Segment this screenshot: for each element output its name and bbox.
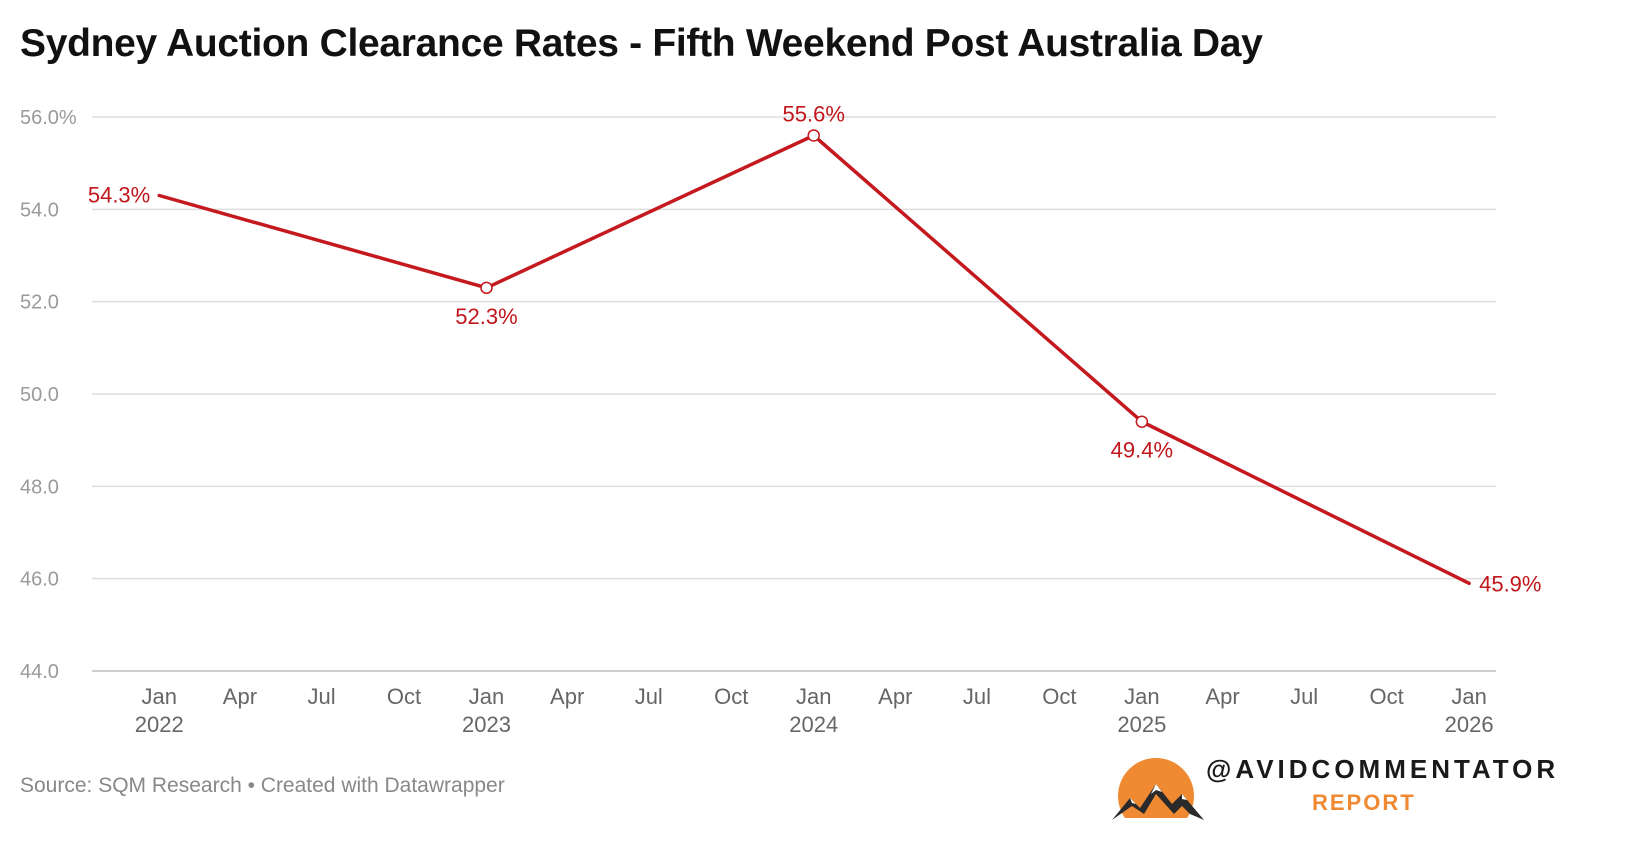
source-note: Source: SQM Research • Created with Data… [20,774,505,797]
data-point-marker [807,129,820,142]
x-tick-label: Apr [223,684,257,709]
data-label: 45.9% [1479,571,1541,596]
series-line-0 [157,133,1471,586]
x-tick-label: Jul [635,684,663,709]
data-label: 49.4% [1111,438,1173,463]
y-tick-label: 56.0% [20,107,77,129]
x-tick-label: Jan [469,684,504,709]
x-tick-year-label: 2026 [1445,712,1494,737]
x-tick-label: Oct [714,684,748,709]
data-point-marker [480,281,493,295]
data-label: 55.6% [783,101,845,126]
brand-handle: @AVIDCOMMENTATOR [1206,754,1560,784]
x-tick-label: Apr [1205,684,1239,709]
mountain-sun-logo-icon [1110,758,1206,850]
x-tick-label: Oct [1370,684,1404,709]
x-tick-label: Apr [550,684,584,709]
x-tick-label: Jul [963,684,991,709]
data-labels: 54.3% 52.3% 55.6% 49.4% 45.9% [88,101,1542,596]
x-tick-year-label: 2023 [462,712,511,737]
brand-block: @AVIDCOMMENTATOR REPORT [1110,750,1555,850]
y-tick-label: 54.0 [20,199,59,221]
x-tick-year-label: 2022 [135,712,184,737]
x-axis-labels: Jan 2022 Apr Jul Oct Jan 2023 Apr Jul Oct Jan 2024 A… [135,684,1494,737]
data-points [480,129,1149,428]
x-tick-label: Jan [796,684,831,709]
gridlines [92,116,1496,672]
data-label: 52.3% [455,304,517,329]
y-tick-label: 44.0 [20,661,59,683]
x-tick-label: Jan [141,684,176,709]
data-label: 54.3% [88,182,150,207]
y-tick-label: 46.0 [20,569,59,591]
x-tick-label: Apr [878,684,912,709]
x-tick-label: Jan [1451,684,1486,709]
x-tick-label: Jul [307,684,335,709]
chart-title: Sydney Auction Clearance Rates - Fifth W… [20,22,1263,65]
series-lines [157,133,1471,586]
x-tick-label: Oct [387,684,421,709]
y-tick-label: 48.0 [20,476,59,498]
x-tick-label: Jul [1290,684,1318,709]
y-axis-labels: 56.0% 54.0 52.0 50.0 48.0 46.0 44.0 [20,107,77,683]
x-tick-label: Jan [1124,684,1159,709]
y-tick-label: 50.0 [20,384,59,406]
brand-subtitle: REPORT [1312,790,1416,815]
x-tick-label: Oct [1042,684,1076,709]
x-tick-year-label: 2025 [1117,712,1166,737]
y-tick-label: 52.0 [20,292,59,314]
x-tick-year-label: 2024 [789,712,838,737]
data-point-marker [1135,415,1149,428]
